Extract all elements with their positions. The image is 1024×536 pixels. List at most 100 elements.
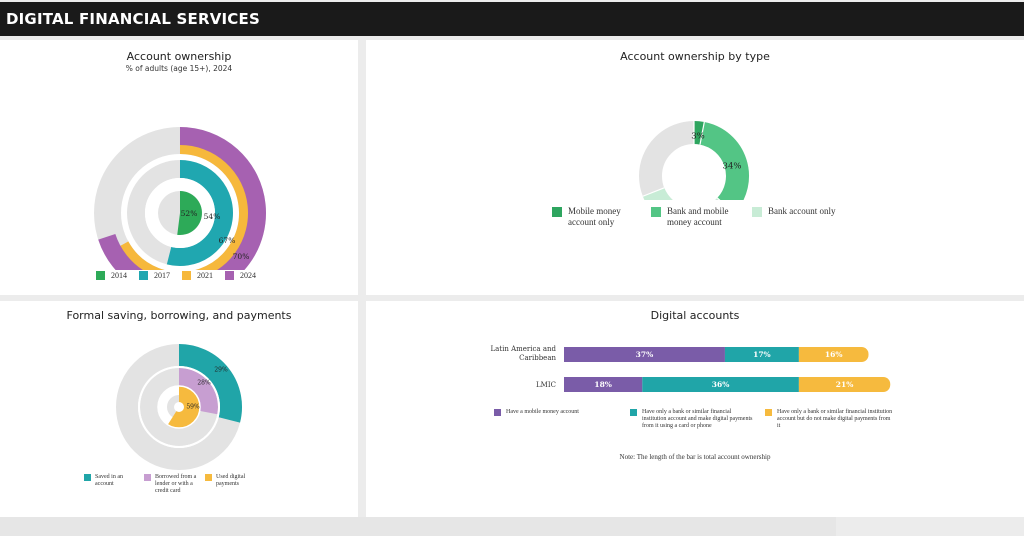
chart-title: Formal saving, borrowing, and payments bbox=[66, 309, 292, 322]
legend-label: Have a mobile money account bbox=[506, 409, 579, 415]
ring-gap bbox=[138, 366, 220, 448]
legend-mobile-money: Have a mobile money account bbox=[494, 409, 614, 416]
legend-digital-payments: Used digital payments bbox=[205, 474, 261, 488]
ring-gap bbox=[145, 178, 215, 248]
legend-label: Have only a bank or similar financial in… bbox=[777, 409, 893, 429]
legend-swatch bbox=[651, 207, 661, 217]
legend-label: 2017 bbox=[154, 271, 170, 280]
legend-swatch bbox=[494, 409, 501, 416]
legend-swatch bbox=[84, 474, 91, 481]
panel-account-ownership: Account ownership % of adults (age 15+),… bbox=[0, 40, 358, 295]
bar-label: 17% bbox=[753, 350, 771, 359]
donut-slice-2 bbox=[642, 187, 721, 200]
page-header: DIGITAL FINANCIAL SERVICES bbox=[0, 2, 1024, 36]
data-label: 3% bbox=[691, 132, 705, 142]
panel-saving-borrowing: Formal saving, borrowing, and payments 2… bbox=[0, 301, 358, 517]
data-label: 70% bbox=[233, 252, 250, 261]
legend-label: Have only a bank or similar financial in… bbox=[642, 409, 753, 429]
legend-label: 2014 bbox=[111, 271, 127, 280]
legend-swatch bbox=[552, 207, 562, 217]
bar-segment bbox=[798, 377, 891, 392]
chart-legend: Saved in an account Borrowed from a lend… bbox=[84, 474, 264, 502]
bar-segment bbox=[724, 347, 799, 362]
legend-swatch bbox=[752, 207, 762, 217]
chart-title: Account ownership bbox=[126, 50, 232, 63]
legend-label: Used digital payments bbox=[216, 474, 246, 487]
legend-swatch bbox=[96, 271, 105, 280]
footer-strip bbox=[0, 517, 836, 536]
bar-label: 18% bbox=[594, 380, 612, 389]
legend-label: 2024 bbox=[240, 271, 256, 280]
chart-legend: 2014 2017 2021 2024 bbox=[96, 271, 296, 285]
ring-arc-borrowed bbox=[178, 368, 218, 415]
legend-label: 2021 bbox=[197, 271, 213, 280]
legend-swatch bbox=[205, 474, 212, 481]
account-type-chart: 3%34%32% bbox=[639, 121, 749, 200]
page-title: DIGITAL FINANCIAL SERVICES bbox=[6, 10, 260, 28]
ring-arc-2021 bbox=[112, 136, 257, 270]
ring-arc-2017 bbox=[166, 160, 233, 266]
legend-2021: 2021 bbox=[182, 271, 213, 280]
panel-account-type: Account ownership by type 3%34%32% Mobil… bbox=[366, 40, 1024, 295]
bar-label: 36% bbox=[712, 380, 730, 389]
legend-swatch bbox=[144, 474, 151, 481]
legend-bank-digital: Have only a bank or similar financial in… bbox=[630, 409, 754, 430]
legend-swatch bbox=[225, 271, 234, 280]
legend-swatch bbox=[630, 409, 637, 416]
legend-2024: 2024 bbox=[225, 271, 256, 280]
chart-legend: Mobile money account only Bank and mobil… bbox=[552, 206, 872, 236]
category-label: Latin America and Caribbean bbox=[490, 345, 556, 362]
ring-arc-2014 bbox=[177, 191, 202, 235]
bar-segment-fill bbox=[798, 347, 809, 362]
legend-swatch bbox=[139, 271, 148, 280]
legend-label: Bank account only bbox=[768, 206, 836, 216]
legend-2014: 2014 bbox=[96, 271, 127, 280]
data-label: 59% bbox=[186, 404, 200, 411]
ring-arc-saved bbox=[178, 344, 242, 423]
legend-swatch bbox=[182, 271, 191, 280]
chart-title: Digital accounts bbox=[650, 309, 740, 322]
digital-accounts-chart: 37% 17% 16% 18% 36% 21% Latin America and Carib… bbox=[490, 345, 891, 392]
legend-bank-and-mobile: Bank and mobile money account bbox=[651, 206, 751, 228]
legend-swatch bbox=[765, 409, 772, 416]
legend-mobile-only: Mobile money account only bbox=[552, 206, 642, 228]
data-label: 29% bbox=[214, 367, 228, 374]
ring-gap bbox=[157, 385, 201, 429]
account-ownership-chart: 52% 54% 67% 70% bbox=[94, 127, 266, 270]
ring-arc-2024 bbox=[98, 127, 266, 270]
legend-2017: 2017 bbox=[139, 271, 170, 280]
chart-subtitle: % of adults (age 15+), 2024 bbox=[125, 64, 233, 73]
donut-slice-1 bbox=[699, 121, 749, 200]
legend-label: Saved in an account bbox=[95, 474, 123, 487]
data-label: 34% bbox=[723, 162, 742, 172]
chart-legend: Have a mobile money account Have only a … bbox=[494, 409, 914, 445]
center-hole bbox=[174, 402, 184, 412]
category-label: LMIC bbox=[536, 381, 556, 389]
data-label: 52% bbox=[181, 209, 198, 218]
legend-label: Borrowed from a lender or with a credit … bbox=[155, 474, 197, 494]
saving-borrowing-chart: 29%28% 59% bbox=[116, 344, 242, 470]
data-label: 28% bbox=[197, 380, 211, 387]
bar-segment bbox=[564, 377, 643, 392]
slice-separator bbox=[699, 121, 705, 145]
data-label: 54% bbox=[204, 212, 221, 221]
bar-label: 37% bbox=[636, 350, 654, 359]
data-label: 67% bbox=[219, 236, 236, 245]
bar-segment bbox=[642, 377, 799, 392]
bar-segment bbox=[798, 347, 869, 362]
bar-label: 16% bbox=[825, 350, 843, 359]
ring-gap bbox=[122, 155, 238, 270]
bar-segment bbox=[564, 347, 725, 362]
bar-segment-fill bbox=[798, 377, 809, 392]
legend-bank-no-digital: Have only a bank or similar financial in… bbox=[765, 409, 895, 430]
bar-label: 21% bbox=[836, 380, 854, 389]
chart-note: Note: The length of the bar is total acc… bbox=[619, 453, 771, 461]
legend-saved: Saved in an account bbox=[84, 474, 142, 488]
legend-label: Mobile money account only bbox=[568, 206, 621, 227]
legend-borrowed: Borrowed from a lender or with a credit … bbox=[144, 474, 206, 495]
slice-separator bbox=[642, 187, 665, 197]
panel-digital-accounts: Digital accounts 37% 17% 16% 18% 36% 21% Latin… bbox=[366, 301, 1024, 517]
legend-label: Bank and mobile money account bbox=[667, 206, 729, 227]
chart-title: Account ownership by type bbox=[620, 50, 770, 63]
legend-bank-only: Bank account only bbox=[752, 206, 872, 217]
